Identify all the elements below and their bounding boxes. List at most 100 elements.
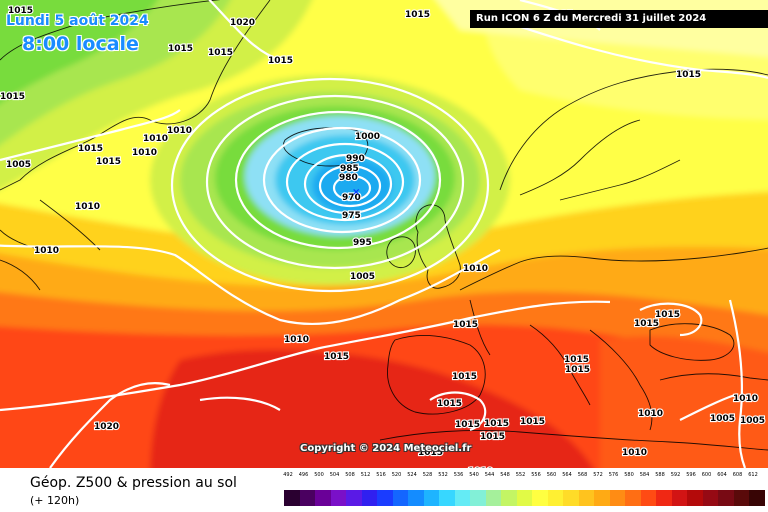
- forecast-time: 8:00 locale: [22, 33, 139, 55]
- chart-title: Géop. Z500 & pression au sol: [30, 475, 237, 491]
- isobar-label: 995: [353, 238, 372, 248]
- isobar-label: 980: [339, 173, 358, 183]
- isobar-label: 1015: [8, 6, 33, 16]
- isobar-label: 1015: [655, 310, 680, 320]
- isobar-label: 1005: [710, 414, 735, 424]
- legend-swatch: [563, 490, 579, 506]
- isobar-label: 1010: [463, 264, 488, 274]
- forecast-lead-time: (+ 120h): [30, 494, 80, 507]
- isobar-label: 1015: [168, 44, 193, 54]
- legend-swatch: [687, 490, 703, 506]
- legend-swatch: [718, 490, 734, 506]
- isobar-label: 1015: [484, 419, 509, 429]
- isobar-label: 1015: [78, 144, 103, 154]
- legend-swatch: [578, 490, 594, 506]
- legend-label: 512: [360, 472, 371, 478]
- legend-labels: 492 496 500 504 508 512 516 520 524 528 532 536 540 5…: [283, 472, 758, 484]
- isobar-label: 1010: [132, 148, 157, 158]
- isobar-labels: 1015 1020 1015 1015 1015 1015 1015 1015 1015 1015…: [0, 5, 766, 468]
- isobar-label: 1000: [355, 132, 380, 142]
- map-footer: Géop. Z500 & pression au sol (+ 120h) 49…: [0, 468, 768, 512]
- legend-swatch: [733, 490, 749, 506]
- legend-label: 508: [345, 472, 355, 478]
- legend-label: 540: [469, 472, 479, 478]
- legend-swatch: [315, 490, 331, 506]
- legend-label: 544: [484, 472, 495, 478]
- legend-label: 564: [562, 472, 572, 478]
- legend-label: 568: [577, 472, 588, 478]
- model-run-label: Run ICON 6 Z du Mercredi 31 juillet 2024: [470, 10, 768, 28]
- legend-label: 576: [608, 472, 619, 478]
- legend-swatch: [377, 490, 393, 506]
- isobar-label: 985: [340, 164, 359, 174]
- isobar-label: 1015: [96, 157, 121, 167]
- isobar-label: 1010: [733, 394, 758, 404]
- legend-label: 552: [515, 472, 526, 478]
- isobar-label: 1005: [6, 160, 31, 170]
- legend-swatch: [532, 490, 548, 506]
- isobar-label: 1005: [740, 416, 765, 426]
- legend-swatch: [516, 490, 532, 506]
- legend-swatch: [547, 490, 563, 506]
- legend-label: 592: [670, 472, 681, 478]
- isobar-label: 1015: [520, 417, 545, 427]
- legend-label: 560: [546, 472, 557, 478]
- isobar-label: 1010: [143, 134, 168, 144]
- legend-swatches: [284, 490, 765, 506]
- isobar-label: 1015: [324, 352, 349, 362]
- isobar-label: 1005: [350, 272, 375, 282]
- legend-swatch: [656, 490, 672, 506]
- legend-label: 596: [686, 472, 696, 478]
- color-scale-legend: 492 496 500 504 508 512 516 520 524 528 532 536 540 5…: [283, 472, 765, 510]
- legend-label: 572: [593, 472, 603, 478]
- copyright-text: Copyright © 2024 Meteociel.fr: [300, 443, 472, 454]
- isobar-label: 1015: [676, 70, 701, 80]
- isobar-label: 970: [342, 193, 361, 203]
- legend-label: 600: [701, 472, 712, 478]
- legend-swatch: [423, 490, 439, 506]
- legend-label: 516: [376, 472, 386, 478]
- legend-label: 548: [500, 472, 510, 478]
- isobar-label: 1015: [452, 372, 477, 382]
- geopotential-color-field: [0, 0, 768, 468]
- isobar-label: 1010: [167, 126, 192, 136]
- isobar-label: 1015: [405, 10, 430, 20]
- legend-swatch: [485, 490, 501, 506]
- isobar-label: 1015: [480, 432, 505, 442]
- legend-label: 604: [717, 472, 727, 478]
- isobar-label: 1015: [0, 92, 25, 102]
- forecast-date: Lundi 5 août 2024: [6, 13, 149, 29]
- legend-swatch: [749, 490, 765, 506]
- legend-swatch: [346, 490, 362, 506]
- legend-swatch: [470, 490, 486, 506]
- legend-label: 532: [438, 472, 448, 478]
- legend-swatch: [330, 490, 346, 506]
- isobar-label: 1015: [208, 48, 233, 58]
- isobar-label: 1015: [437, 399, 462, 409]
- isobar-label: 1010: [638, 409, 663, 419]
- legend-swatch: [625, 490, 641, 506]
- legend-label: 588: [655, 472, 665, 478]
- isobar-label: 1015: [565, 365, 590, 375]
- isobar-label: 990: [346, 154, 365, 164]
- legend-swatch: [299, 490, 315, 506]
- legend-swatch: [671, 490, 687, 506]
- legend-label: 520: [391, 472, 402, 478]
- legend-swatch: [501, 490, 517, 506]
- legend-swatch: [594, 490, 610, 506]
- legend-label: 528: [422, 472, 433, 478]
- legend-swatch: [640, 490, 656, 506]
- isobar-label: 1010: [284, 335, 309, 345]
- legend-swatch: [439, 490, 455, 506]
- isobar-label: 1020: [230, 18, 255, 28]
- legend-label: 612: [748, 472, 758, 478]
- legend-label: 492: [283, 472, 293, 478]
- legend-label: 504: [329, 472, 340, 478]
- isobar-label: 1020: [94, 422, 119, 432]
- isobar-label: 1015: [268, 56, 293, 66]
- legend-swatch: [408, 490, 424, 506]
- legend-swatch: [609, 490, 625, 506]
- legend-swatch: [361, 490, 377, 506]
- weather-map: 1015 1020 1015 1015 1015 1015 1015 1015 1015 1015…: [0, 0, 768, 468]
- legend-swatch: [702, 490, 718, 506]
